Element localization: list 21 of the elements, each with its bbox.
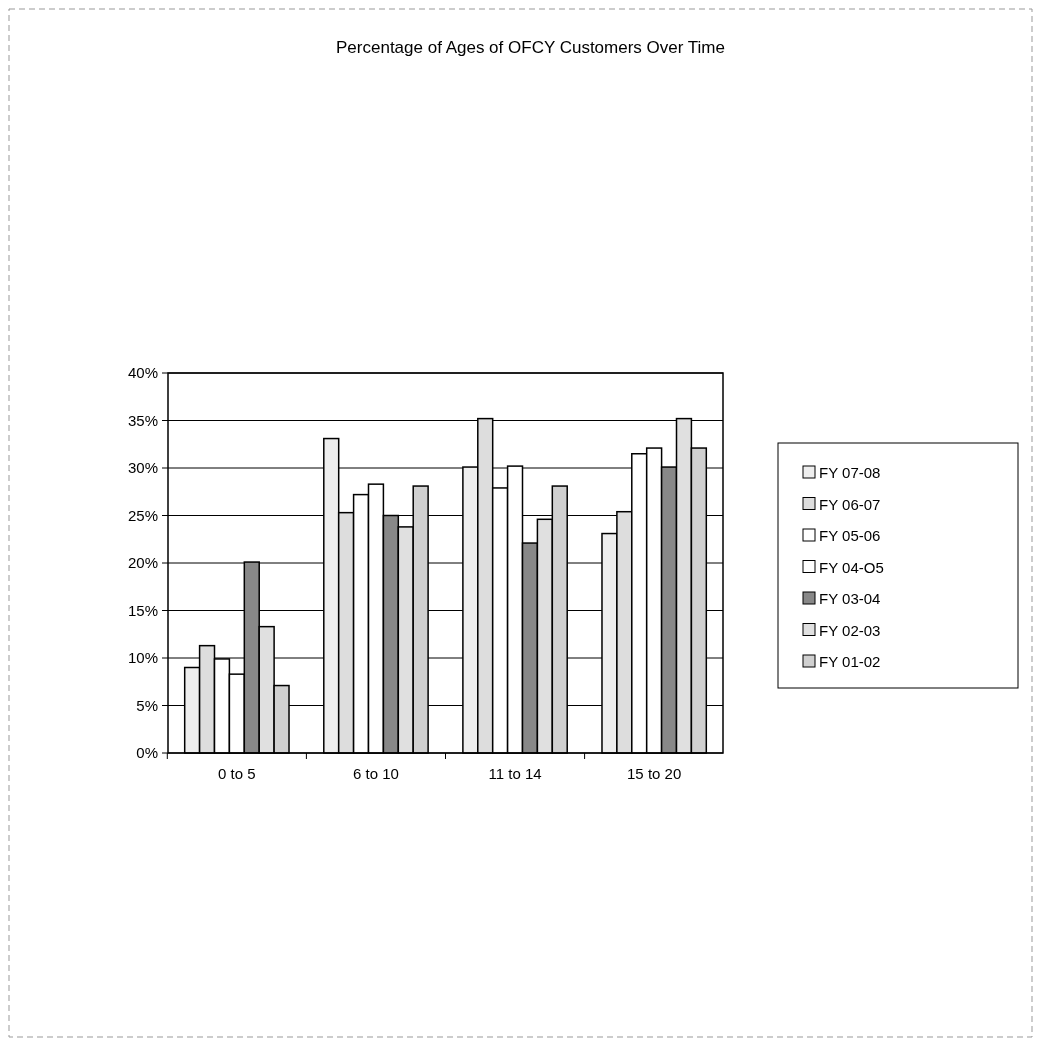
y-tick-label: 40% — [127, 364, 158, 382]
y-tick-label: 0% — [136, 744, 158, 762]
legend-label: FY 02-03 — [819, 621, 881, 639]
y-tick-label: 20% — [127, 554, 158, 572]
y-tick-label: 15% — [127, 601, 158, 619]
legend-label: FY 01-02 — [819, 653, 881, 671]
y-tick-label: 25% — [127, 506, 158, 524]
legend-label: FY 04-O5 — [819, 558, 884, 576]
legend-label: FY 06-07 — [819, 495, 881, 513]
y-tick-label: 10% — [127, 649, 158, 667]
legend-label: FY 05-06 — [819, 527, 881, 545]
x-tick-label: 6 to 10 — [353, 765, 399, 782]
x-tick-label: 11 to 14 — [488, 765, 542, 782]
x-tick-label: 15 to 20 — [627, 765, 682, 782]
y-tick-label: 35% — [127, 411, 158, 429]
legend-label: FY 03-04 — [819, 590, 881, 608]
chart-title: Percentage of Ages of OFCY Customers Over Time — [336, 38, 725, 57]
y-tick-label: 30% — [127, 459, 158, 477]
legend-label: FY 07-08 — [819, 464, 881, 482]
x-tick-label: 0 to 5 — [218, 765, 256, 782]
y-tick-label: 5% — [136, 696, 158, 714]
